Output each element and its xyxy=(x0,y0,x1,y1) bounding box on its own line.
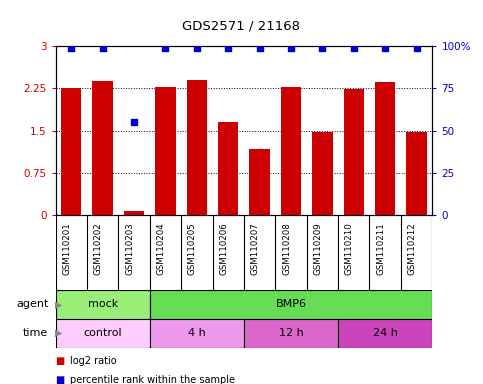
Point xyxy=(256,45,264,51)
Text: ■: ■ xyxy=(56,375,65,384)
Text: GSM110211: GSM110211 xyxy=(376,223,385,275)
Text: GSM110208: GSM110208 xyxy=(282,223,291,275)
Bar xyxy=(406,132,427,215)
Text: percentile rank within the sample: percentile rank within the sample xyxy=(70,375,235,384)
Bar xyxy=(281,87,301,215)
Text: ■: ■ xyxy=(56,356,65,366)
Text: BMP6: BMP6 xyxy=(275,299,307,310)
Text: GSM110202: GSM110202 xyxy=(94,223,103,275)
Text: GSM110205: GSM110205 xyxy=(188,223,197,275)
Point xyxy=(350,45,357,51)
Text: agent: agent xyxy=(16,299,48,310)
Bar xyxy=(375,82,396,215)
Text: 24 h: 24 h xyxy=(373,328,398,338)
Text: ▶: ▶ xyxy=(55,299,63,310)
Text: 4 h: 4 h xyxy=(188,328,206,338)
Text: log2 ratio: log2 ratio xyxy=(70,356,117,366)
Bar xyxy=(61,88,82,215)
Bar xyxy=(92,81,113,215)
Text: GDS2571 / 21168: GDS2571 / 21168 xyxy=(183,19,300,32)
Text: GSM110201: GSM110201 xyxy=(62,223,71,275)
Point xyxy=(224,45,232,51)
Bar xyxy=(244,319,338,348)
Bar xyxy=(312,132,333,215)
Text: GSM110203: GSM110203 xyxy=(125,223,134,275)
Text: ▶: ▶ xyxy=(55,328,63,338)
Text: GSM110207: GSM110207 xyxy=(251,223,260,275)
Text: GSM110204: GSM110204 xyxy=(156,223,165,275)
Bar xyxy=(150,290,432,319)
Point xyxy=(130,119,138,125)
Bar xyxy=(124,211,144,215)
Text: GSM110210: GSM110210 xyxy=(345,223,354,275)
Text: GSM110209: GSM110209 xyxy=(313,223,323,275)
Bar xyxy=(155,87,176,215)
Bar xyxy=(186,80,207,215)
Bar xyxy=(338,319,432,348)
Bar xyxy=(56,290,150,319)
Bar xyxy=(56,319,150,348)
Bar xyxy=(343,89,364,215)
Point xyxy=(161,45,170,51)
Bar xyxy=(218,122,239,215)
Point xyxy=(287,45,295,51)
Bar xyxy=(249,149,270,215)
Point xyxy=(68,45,75,51)
Text: GSM110206: GSM110206 xyxy=(219,223,228,275)
Point xyxy=(382,45,389,51)
Text: GSM110212: GSM110212 xyxy=(408,223,416,275)
Text: mock: mock xyxy=(87,299,118,310)
Point xyxy=(99,45,107,51)
Point xyxy=(412,45,420,51)
Point xyxy=(193,45,201,51)
Text: control: control xyxy=(84,328,122,338)
Point xyxy=(319,45,327,51)
Text: time: time xyxy=(23,328,48,338)
Text: 12 h: 12 h xyxy=(279,328,303,338)
Bar xyxy=(150,319,244,348)
